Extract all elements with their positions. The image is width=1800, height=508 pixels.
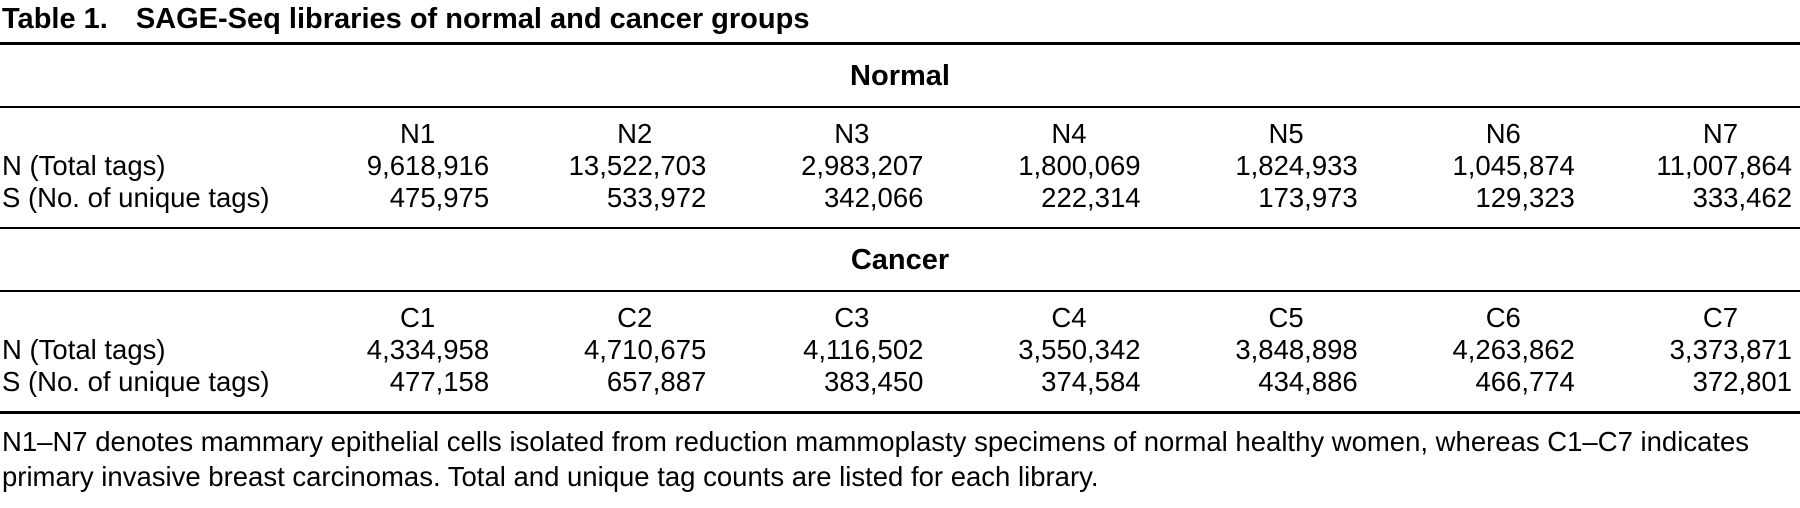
cell-value: 477,158 [389,366,490,397]
rule-top [0,42,1800,45]
table-caption: Table 1. SAGE-Seq libraries of normal and… [0,0,1800,42]
column-header: N4 [1051,118,1087,149]
section-header-cancer: Cancer [850,244,950,276]
cell-value: 1,800,069 [1018,150,1141,181]
cell-value: 342,066 [824,182,924,213]
normal-section-body: N1 N2 N3 N4 N5 N6 N7 N (Total tags) 9,61… [0,118,1800,227]
column-header: N1 [399,118,436,149]
cell-value: 657,887 [606,366,707,397]
cell-value: 222,314 [1041,182,1141,213]
cell-value: 1,824,933 [1235,150,1358,181]
column-header: C3 [834,302,870,333]
cell-value: 434,886 [1258,366,1358,397]
cell-value: 466,774 [1475,366,1575,397]
cell-value: 11,007,864 [1656,150,1792,181]
rule-bottom [0,411,1800,414]
cell-value: 3,848,898 [1235,334,1358,365]
row-label: N (Total tags) [2,334,166,365]
cell-value: 2,983,207 [801,150,924,181]
rule-under-cancer-header [0,290,1800,292]
cell-value: 4,334,958 [366,334,490,365]
section-header-normal: Normal [850,60,950,92]
footnote: N1–N7 denotes mammary epithelial cells i… [2,426,1750,492]
column-header-spacer [0,118,280,150]
table-row: N (Total tags) 4,334,958 4,710,675 4,116… [0,334,1800,366]
row-label: N (Total tags) [2,150,166,181]
table-row: S (No. of unique tags) 477,158 657,887 3… [0,366,1800,398]
table-label: Table 1. [2,3,108,35]
column-header: C6 [1485,302,1521,333]
cell-value: 4,710,675 [583,334,707,365]
column-header: C5 [1268,302,1304,333]
cell-value: 173,973 [1258,182,1358,213]
column-header-row: N1 N2 N3 N4 N5 N6 N7 [0,118,1800,150]
cell-value: 9,618,916 [366,150,490,181]
cell-value: 374,584 [1041,366,1141,397]
cell-value: 1,045,874 [1452,150,1575,181]
table-row: S (No. of unique tags) 475,975 533,972 3… [0,182,1800,214]
cell-value: 3,373,871 [1669,334,1792,365]
column-header-row: C1 C2 C3 C4 C5 C6 C7 [0,302,1800,334]
column-header: N2 [617,118,653,149]
cell-value: 383,450 [824,366,924,397]
column-header: N5 [1268,118,1304,149]
table-title: SAGE-Seq libraries of normal and cancer … [135,3,810,35]
cell-value: 475,975 [389,182,490,213]
column-header: C1 [399,302,436,333]
row-label: S (No. of unique tags) [2,366,270,397]
column-header: N7 [1702,118,1738,149]
column-header: N6 [1485,118,1521,149]
column-header: N3 [834,118,870,149]
column-header-spacer [0,302,280,334]
cell-value: 372,801 [1692,366,1792,397]
cell-value: 4,116,502 [803,334,924,365]
row-label: S (No. of unique tags) [2,182,270,213]
cell-value: 13,522,703 [568,150,707,181]
column-header: C2 [617,302,653,333]
column-header: C4 [1051,302,1087,333]
cancer-section-body: C1 C2 C3 C4 C5 C6 C7 N (Total tags) 4,33… [0,302,1800,411]
table-row: N (Total tags) 9,618,916 13,522,703 2,98… [0,150,1800,182]
rule-above-cancer-header [0,227,1800,229]
cell-value: 333,462 [1692,182,1792,213]
rule-under-normal-header [0,106,1800,108]
cell-value: 3,550,342 [1018,334,1141,365]
cell-value: 533,972 [606,182,707,213]
column-header: C7 [1702,302,1738,333]
cell-value: 129,323 [1475,182,1575,213]
cell-value: 4,263,862 [1452,334,1575,365]
